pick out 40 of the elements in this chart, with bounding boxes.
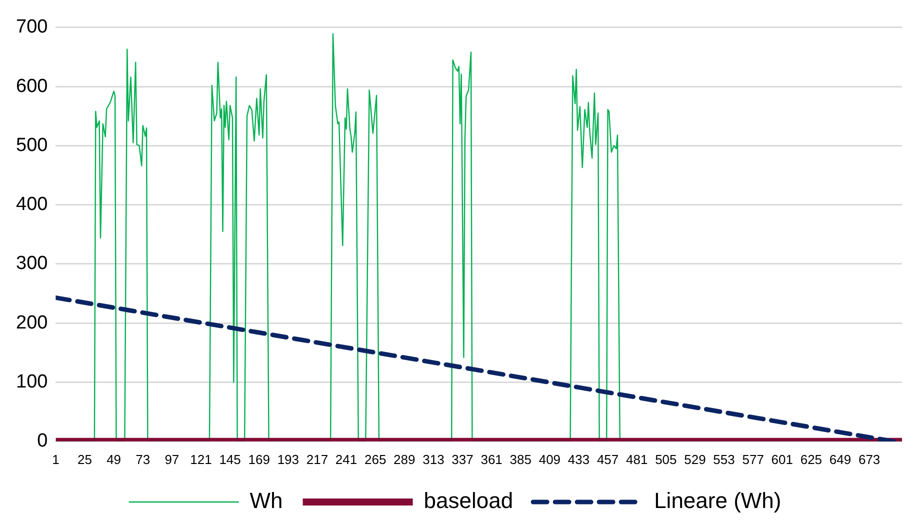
x-tick-label: 409 [538,452,561,467]
x-tick-label: 1 [52,452,60,467]
x-tick-label: 553 [713,452,735,467]
x-tick-label: 385 [510,452,532,467]
x-tick-label: 673 [858,452,880,467]
x-tick-label: 49 [106,452,122,467]
x-tick-label: 145 [219,452,241,467]
x-tick-label: 505 [655,452,677,467]
x-tick-label: 121 [190,452,212,467]
x-tick-label: 649 [829,452,852,467]
x-tick-label: 217 [306,452,328,467]
x-tick-label: 73 [136,452,150,467]
x-tick-label: 481 [626,452,648,467]
y-tick-label: 200 [16,312,48,334]
legend-label: Lineare (Wh) [654,488,782,514]
text: Wh [250,488,283,514]
x-tick-label: 289 [394,452,416,467]
x-tick-label: 265 [364,452,386,467]
text: baseload [424,488,514,514]
x-tick-label: 601 [771,452,793,467]
x-tick-label: 169 [248,452,270,467]
x-tick-label: 361 [480,452,502,467]
x-tick-label: 457 [596,452,619,467]
x-tick-label: 97 [164,452,180,467]
x-tick-label: 337 [452,452,474,467]
x-tick-label: 625 [800,452,822,467]
y-tick-label: 300 [16,253,48,274]
y-tick-label: 100 [16,371,48,392]
y-tick-label: 500 [16,134,48,156]
y-tick-label: 400 [16,194,48,216]
y-tick-label: 700 [16,16,48,38]
x-tick-label: 433 [568,452,590,467]
x-tick-label: 577 [742,452,764,467]
x-tick-label: 313 [422,452,444,467]
x-tick-label: 529 [684,452,706,467]
x-tick-label: 25 [78,452,92,467]
y-tick-label: 0 [37,430,48,452]
x-tick-label: 241 [335,452,358,467]
y-tick-label: 600 [16,76,48,97]
x-tick-label: 193 [277,452,300,467]
